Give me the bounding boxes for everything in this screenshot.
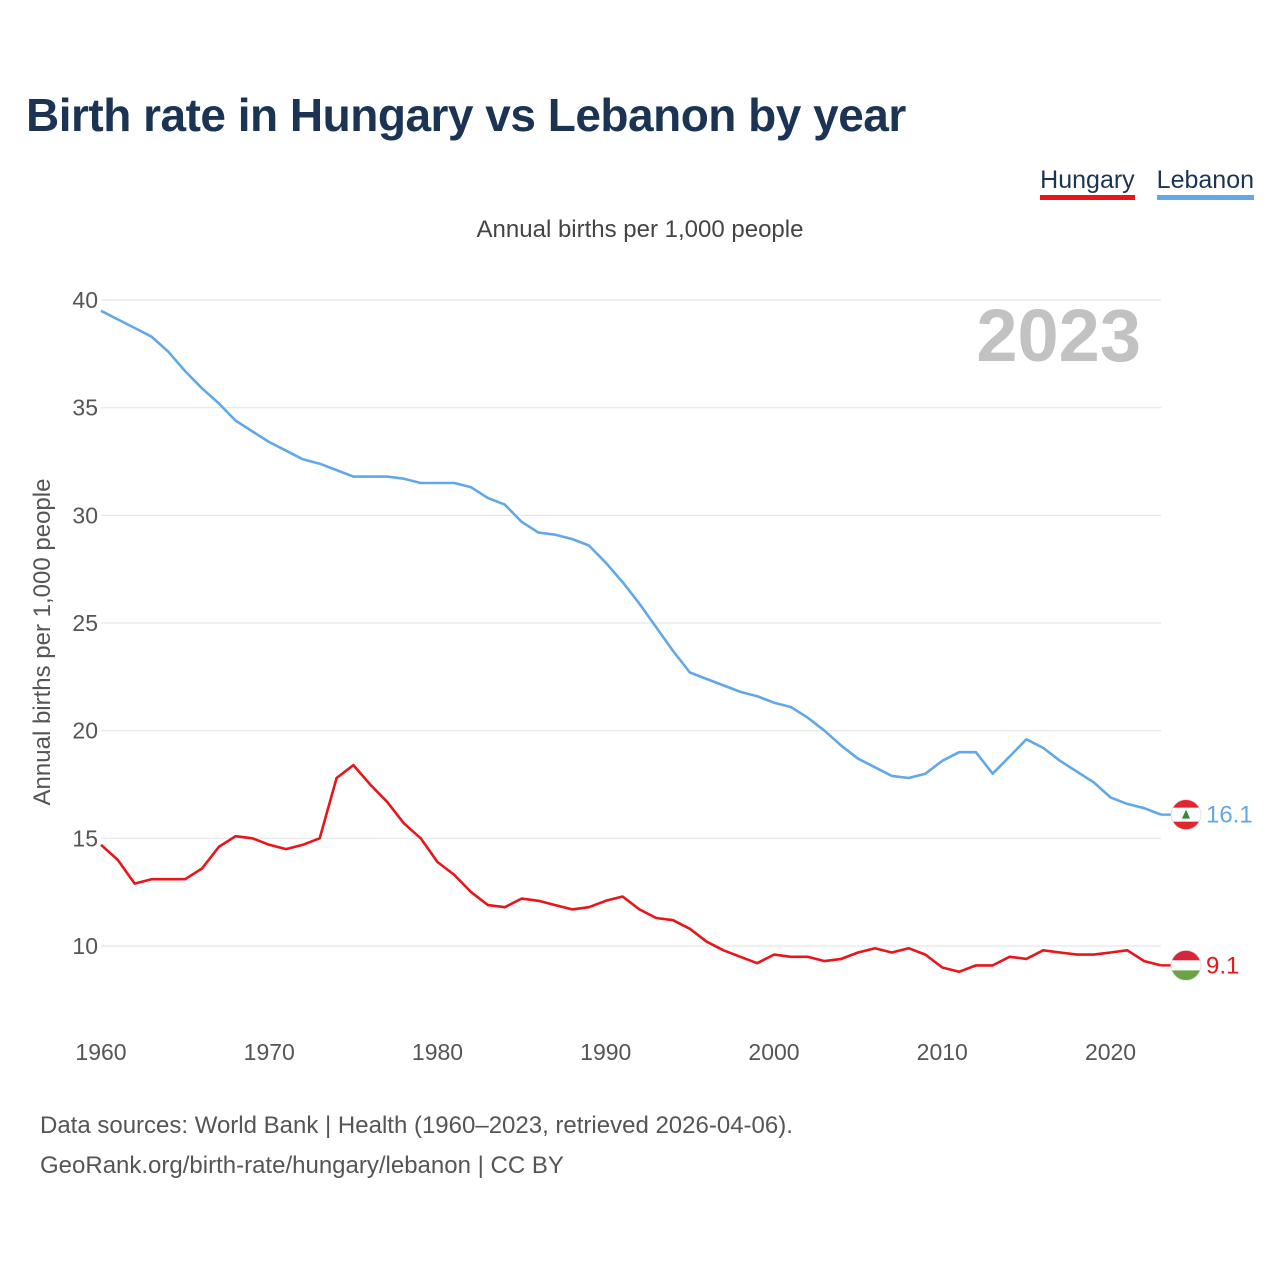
series-end-markers: 9.1 16.1 <box>1161 799 1253 981</box>
x-tick-label: 2010 <box>917 1039 968 1065</box>
series-lines <box>100 309 1162 974</box>
y-tick-label: 10 <box>72 933 98 959</box>
chart-subtitle: Annual births per 1,000 people <box>476 216 804 243</box>
x-tick-label: 1960 <box>75 1039 126 1065</box>
series-line-lebanon[interactable] <box>100 309 1162 816</box>
legend: Hungary Lebanon <box>1040 165 1254 200</box>
end-value-label-lebanon: 16.1 <box>1206 802 1253 829</box>
series-line-hungary[interactable] <box>100 763 1162 974</box>
chart-title: Birth rate in Hungary vs Lebanon by year <box>26 89 906 141</box>
flag-icon-lebanon <box>1161 799 1202 831</box>
line-chart: 10 15 20 25 30 35 40 1960 1970 1980 1990 2000 2010 2… <box>29 287 1253 1065</box>
end-value-label-hungary: 9.1 <box>1206 952 1239 979</box>
legend-item-hungary[interactable]: Hungary <box>1040 165 1135 200</box>
y-tick-label: 40 <box>72 287 98 313</box>
x-tick-label: 2000 <box>748 1039 799 1065</box>
legend-item-lebanon[interactable]: Lebanon <box>1156 165 1254 200</box>
y-tick-label: 25 <box>72 610 98 636</box>
x-tick-label: 1970 <box>244 1039 295 1065</box>
x-axis-ticks: 1960 1970 1980 1990 2000 2010 2020 <box>75 1039 1136 1065</box>
y-axis-label: Annual births per 1,000 people <box>29 479 56 806</box>
x-tick-label: 1990 <box>580 1039 631 1065</box>
y-tick-label: 15 <box>72 825 98 851</box>
y-tick-label: 35 <box>72 395 98 421</box>
gridlines <box>101 299 1161 947</box>
year-watermark: 2023 <box>976 294 1141 377</box>
x-tick-label: 2020 <box>1085 1039 1136 1065</box>
flag-icon-hungary <box>1161 949 1202 981</box>
x-tick-label: 1980 <box>412 1039 463 1065</box>
footer-sources: Data sources: World Bank | Health (1960–… <box>40 1112 793 1139</box>
footer-link[interactable]: GeoRank.org/birth-rate/hungary/lebanon |… <box>40 1152 564 1179</box>
y-tick-label: 30 <box>72 502 98 528</box>
footer: Data sources: World Bank | Health (1960–… <box>40 1106 793 1186</box>
y-tick-label: 20 <box>72 718 98 744</box>
y-axis-ticks: 10 15 20 25 30 35 40 <box>72 287 98 959</box>
